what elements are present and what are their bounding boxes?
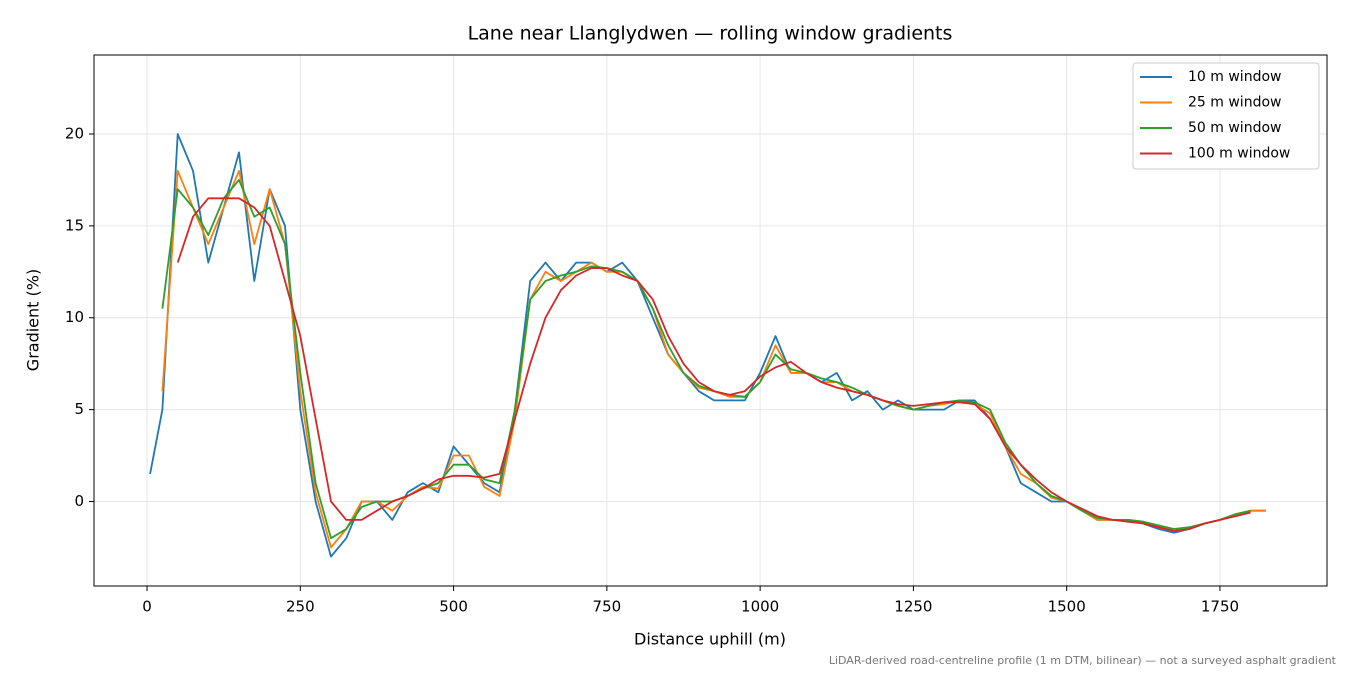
- series-line: [161, 169, 1266, 549]
- x-tick-label: 1750: [1201, 598, 1239, 616]
- x-tick-label: 0: [142, 598, 152, 616]
- footnote: LiDAR-derived road-centreline profile (1…: [829, 654, 1337, 667]
- series-line: [161, 179, 1251, 540]
- y-tick-label: 0: [74, 492, 84, 510]
- series-line: [176, 197, 1251, 532]
- chart-title: Lane near Llanglydwen — rolling window g…: [468, 23, 953, 45]
- series-line: [149, 133, 1266, 558]
- legend-label: 50 m window: [1188, 120, 1281, 136]
- x-tick-label: 1250: [894, 598, 932, 616]
- x-tick-label: 1000: [741, 598, 779, 616]
- legend-box: [1132, 62, 1320, 170]
- y-axis-label: Gradient (%): [24, 269, 43, 371]
- x-tick-label: 250: [286, 598, 315, 616]
- y-tick-label: 15: [65, 216, 84, 234]
- y-tick-label: 20: [65, 125, 84, 143]
- plot-frame: [93, 54, 1328, 587]
- legend-label: 25 m window: [1188, 95, 1281, 111]
- y-tick-label: 10: [65, 308, 84, 326]
- x-axis-label: Distance uphill (m): [634, 630, 786, 649]
- x-tick-label: 750: [593, 598, 622, 616]
- legend-label: 100 m window: [1188, 146, 1290, 162]
- x-tick-label: 500: [439, 598, 468, 616]
- legend-label: 10 m window: [1188, 69, 1281, 85]
- x-tick-label: 1500: [1048, 598, 1086, 616]
- y-tick-label: 5: [74, 400, 84, 418]
